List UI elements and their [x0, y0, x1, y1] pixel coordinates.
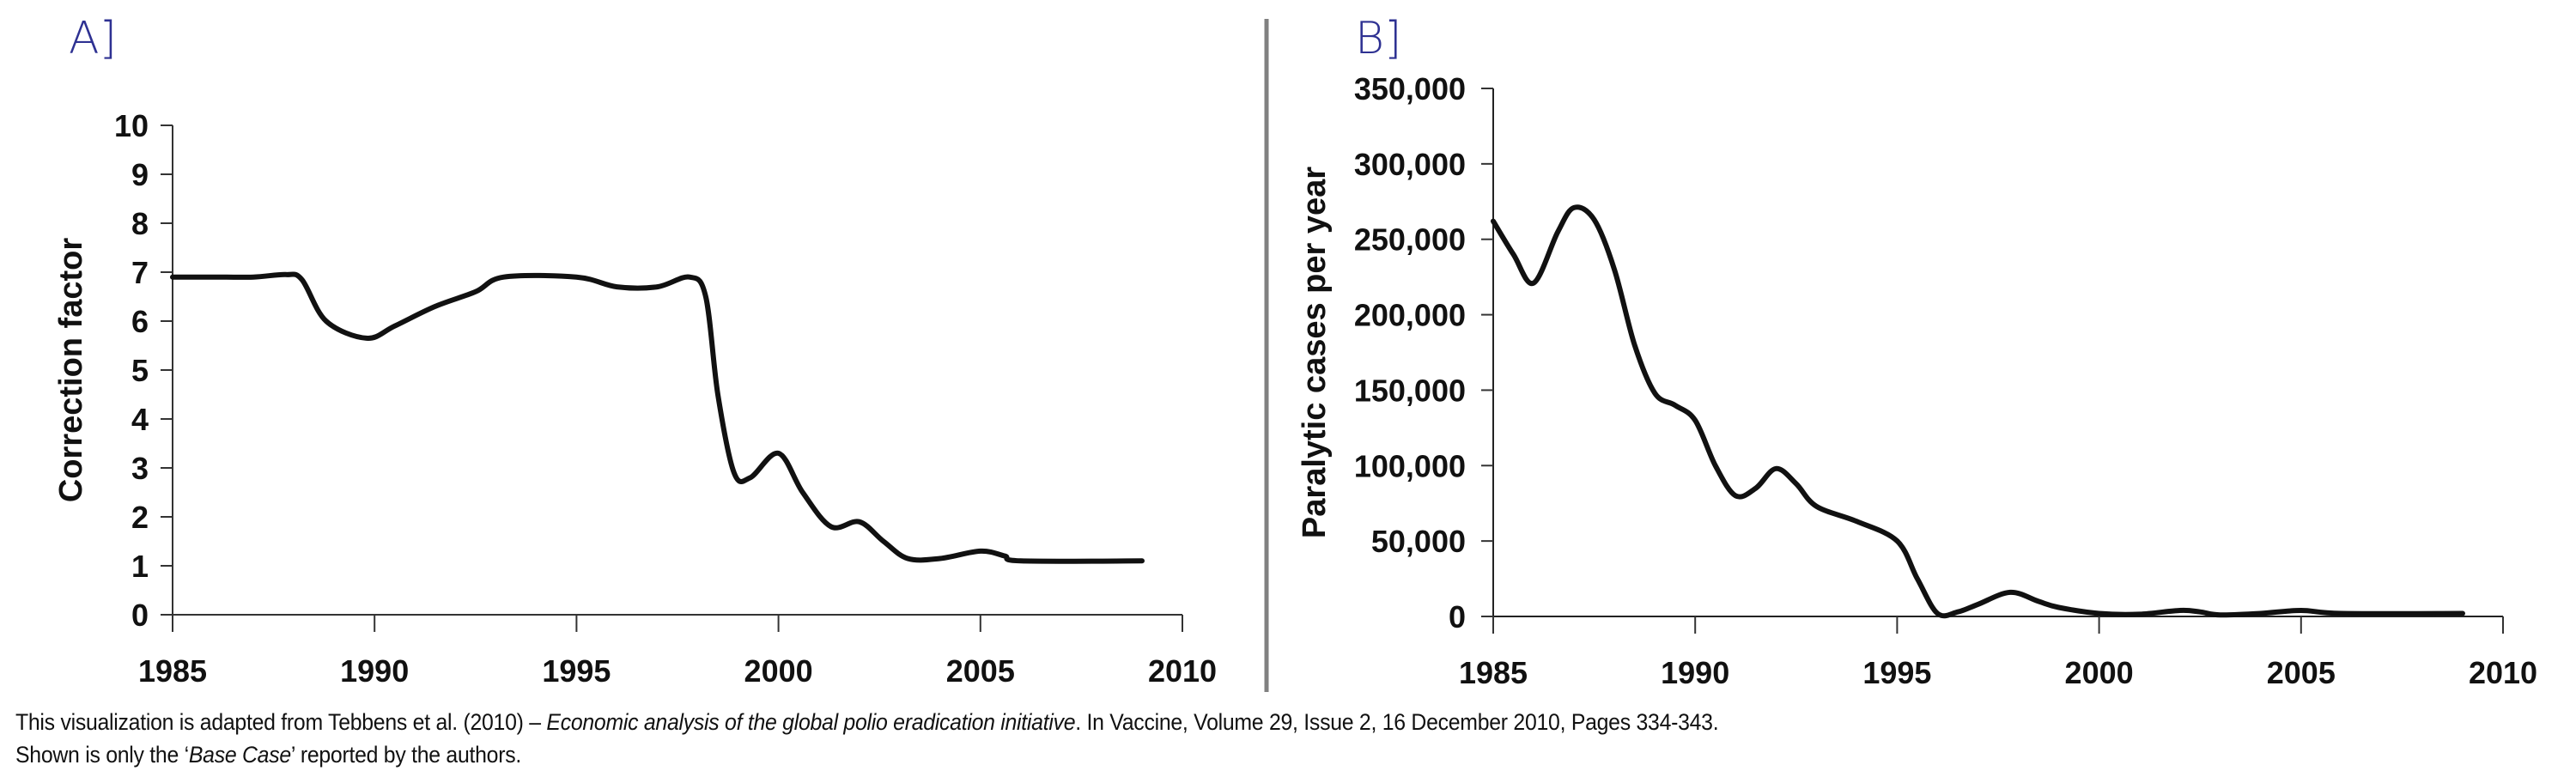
footnote-line-1: This visualization is adapted from Tebbe… [15, 709, 1719, 736]
chart-b-y-ticks: 0 50,000 100,000 150,000 200,000 250,000 300,0… [1354, 71, 1493, 634]
x-tick-label: 1995 [1862, 655, 1931, 690]
chart-a-y-axis-title: Correction factor [53, 238, 89, 502]
chart-b: 0 50,000 100,000 150,000 200,000 250,000 300,0… [1297, 71, 2537, 690]
y-tick-label: 50,000 [1371, 524, 1466, 559]
y-tick-label: 0 [1449, 599, 1466, 634]
panel-a-label: A] [69, 13, 117, 64]
chart-a-series-line [170, 271, 1145, 564]
y-tick-label: 0 [131, 598, 149, 633]
y-tick-label: 3 [131, 451, 149, 486]
y-tick-label: 7 [131, 255, 149, 290]
y-tick-label: 300,000 [1354, 147, 1466, 182]
panel-b-label: B] [1355, 13, 1401, 64]
y-tick-label: 1 [131, 549, 149, 584]
footnote-text: . In Vaccine, Volume 29, Issue 2, 16 Dec… [1075, 709, 1719, 735]
x-tick-label: 2005 [2267, 655, 2336, 690]
y-tick-label: 150,000 [1354, 373, 1466, 408]
x-tick-label: 2010 [1148, 653, 1217, 689]
footnote-text: ’ reported by the authors. [290, 742, 521, 768]
chart-b-x-ticks: 1985 1990 1995 2000 2005 2010 [1459, 616, 2537, 690]
y-tick-label: 100,000 [1354, 448, 1466, 483]
y-tick-label: 250,000 [1354, 222, 1466, 258]
y-tick-label: 2 [131, 500, 149, 535]
y-tick-label: 4 [131, 402, 149, 437]
y-tick-label: 10 [114, 108, 149, 143]
x-tick-label: 2010 [2469, 655, 2537, 690]
chart-b-series-line [1491, 204, 2465, 619]
chart-a-y-ticks: 0 1 2 3 4 5 6 7 8 9 10 [114, 108, 173, 633]
footnote-text: Shown is only the ‘ [15, 742, 189, 768]
x-tick-label: 1995 [542, 653, 611, 689]
y-tick-label: 200,000 [1354, 298, 1466, 333]
x-tick-label: 2000 [2065, 655, 2134, 690]
footnote-case-name: Base Case [188, 742, 291, 768]
x-tick-label: 1990 [1661, 655, 1729, 690]
y-tick-label: 8 [131, 206, 149, 241]
footnote-article-title: Economic analysis of the global polio er… [546, 709, 1076, 735]
y-tick-label: 5 [131, 353, 149, 388]
chart-a: 0 1 2 3 4 5 6 7 8 9 10 1985 1990 1995 2000 2005 2010 Co… [53, 108, 1217, 689]
x-tick-label: 2005 [946, 653, 1015, 689]
x-tick-label: 1985 [1459, 655, 1528, 690]
footnote-text: This visualization is adapted from Tebbe… [15, 709, 547, 735]
footnote-line-2: Shown is only the ‘Base Case’ reported b… [15, 742, 521, 768]
y-tick-label: 6 [131, 304, 149, 339]
chart-b-y-axis-title: Paralytic cases per year [1297, 167, 1333, 538]
x-tick-label: 1985 [138, 653, 207, 689]
chart-a-x-ticks: 1985 1990 1995 2000 2005 2010 [138, 615, 1217, 689]
y-tick-label: 9 [131, 157, 149, 192]
x-tick-label: 2000 [744, 653, 813, 689]
y-tick-label: 350,000 [1354, 71, 1466, 106]
x-tick-label: 1990 [340, 653, 409, 689]
